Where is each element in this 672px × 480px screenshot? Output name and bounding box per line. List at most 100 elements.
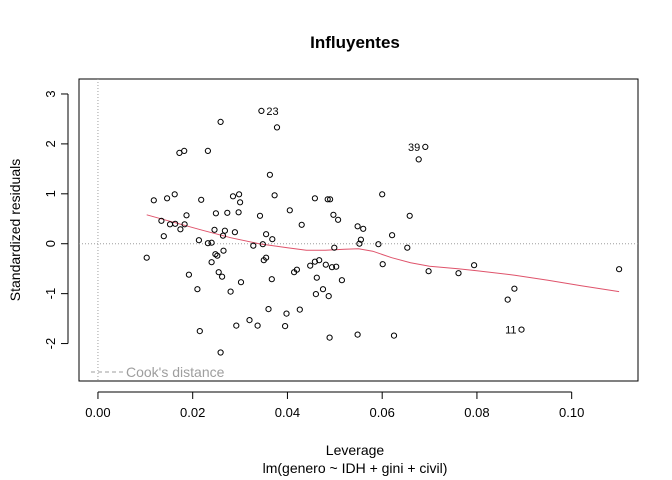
data-point: [357, 236, 364, 243]
data-point: [256, 212, 264, 219]
data-point: [518, 326, 525, 333]
x-tick-label: 0.00: [85, 405, 110, 420]
data-point: [263, 254, 270, 261]
data-point: [268, 276, 275, 283]
data-point: [235, 209, 242, 216]
data-point: [326, 334, 333, 341]
x-tick-label: 0.10: [559, 405, 584, 420]
x-axis-label: Leverage: [326, 442, 385, 458]
data-point: [208, 259, 215, 266]
data-point: [263, 231, 270, 238]
data-point: [283, 310, 290, 317]
data-point: [204, 240, 211, 247]
data-point: [325, 293, 332, 300]
chart-title: Influyentes: [310, 33, 400, 52]
data-point: [296, 306, 303, 313]
y-tick-label: 0: [43, 240, 58, 247]
data-point: [204, 147, 211, 154]
data-point: [327, 196, 334, 203]
data-point: [335, 216, 342, 223]
data-point: [217, 118, 224, 126]
data-point: [177, 226, 184, 233]
data-point: [324, 196, 331, 203]
data-point: [183, 212, 190, 219]
data-point: [406, 212, 413, 219]
data-point: [246, 317, 253, 324]
y-tick-label: -1: [43, 288, 58, 300]
data-point: [258, 107, 265, 115]
data-point: [375, 241, 382, 248]
data-point: [311, 195, 318, 202]
data-point: [181, 147, 188, 154]
data-point: [217, 349, 224, 356]
data-point: [269, 236, 276, 243]
data-point: [150, 197, 157, 204]
data-point: [221, 227, 228, 234]
data-point: [338, 277, 345, 284]
data-point: [219, 273, 226, 280]
data-point: [195, 237, 202, 244]
data-point: [360, 225, 367, 232]
data-point: [455, 270, 462, 277]
data-point: [313, 274, 320, 281]
data-point: [237, 199, 244, 206]
data-point: [250, 242, 257, 249]
data-point: [354, 223, 361, 230]
data-point: [181, 221, 188, 228]
x-axis-sublabel: lm(genero ~ IDH + gini + civil): [263, 460, 448, 476]
data-point: [214, 252, 221, 259]
data-point: [271, 192, 278, 199]
data-point: [236, 191, 243, 198]
point-label: 23: [266, 106, 278, 118]
data-point: [322, 261, 329, 268]
data-point: [198, 196, 205, 203]
data-point: [404, 244, 411, 251]
data-point: [229, 193, 237, 200]
data-point: [215, 269, 222, 276]
data-point: [379, 191, 386, 198]
point-label: 11: [505, 325, 516, 337]
data-point: [286, 207, 293, 214]
y-tick-label: 2: [43, 140, 58, 147]
data-point: [194, 286, 201, 293]
data-point: [319, 286, 327, 293]
point-labels-group: 23 39 11: [266, 106, 516, 337]
points-group: [143, 107, 623, 356]
data-point: [511, 285, 518, 292]
y-axis: -2 -1 0 1 2 3: [43, 90, 69, 349]
data-point: [379, 261, 386, 268]
x-tick-label: 0.08: [464, 405, 489, 420]
data-point: [208, 239, 215, 246]
data-point: [504, 296, 511, 303]
data-point: [333, 263, 340, 270]
data-point: [224, 209, 231, 216]
data-point: [237, 279, 245, 286]
data-point: [356, 240, 363, 247]
data-point: [273, 124, 281, 131]
data-point: [227, 288, 234, 295]
data-point: [282, 323, 289, 330]
data-point: [471, 262, 478, 269]
data-point: [390, 332, 398, 339]
data-point: [158, 217, 165, 224]
data-point: [293, 266, 300, 273]
data-point: [307, 262, 314, 269]
data-point: [389, 232, 396, 239]
data-point: [616, 266, 623, 273]
y-axis-label: Standardized residuals: [7, 159, 23, 301]
data-point: [265, 306, 272, 313]
data-point: [415, 156, 422, 163]
legend-label: Cook's distance: [126, 364, 225, 380]
x-axis: 0.00 0.02 0.04 0.06 0.08 0.10: [85, 391, 584, 420]
data-point: [143, 254, 150, 261]
data-point: [254, 322, 261, 329]
data-point: [422, 143, 429, 150]
x-tick-label: 0.02: [180, 405, 205, 420]
x-tick-label: 0.04: [275, 405, 300, 420]
data-point: [160, 233, 167, 240]
data-point: [316, 257, 323, 264]
data-point: [233, 322, 240, 329]
data-point: [328, 264, 336, 271]
data-point: [171, 191, 178, 198]
